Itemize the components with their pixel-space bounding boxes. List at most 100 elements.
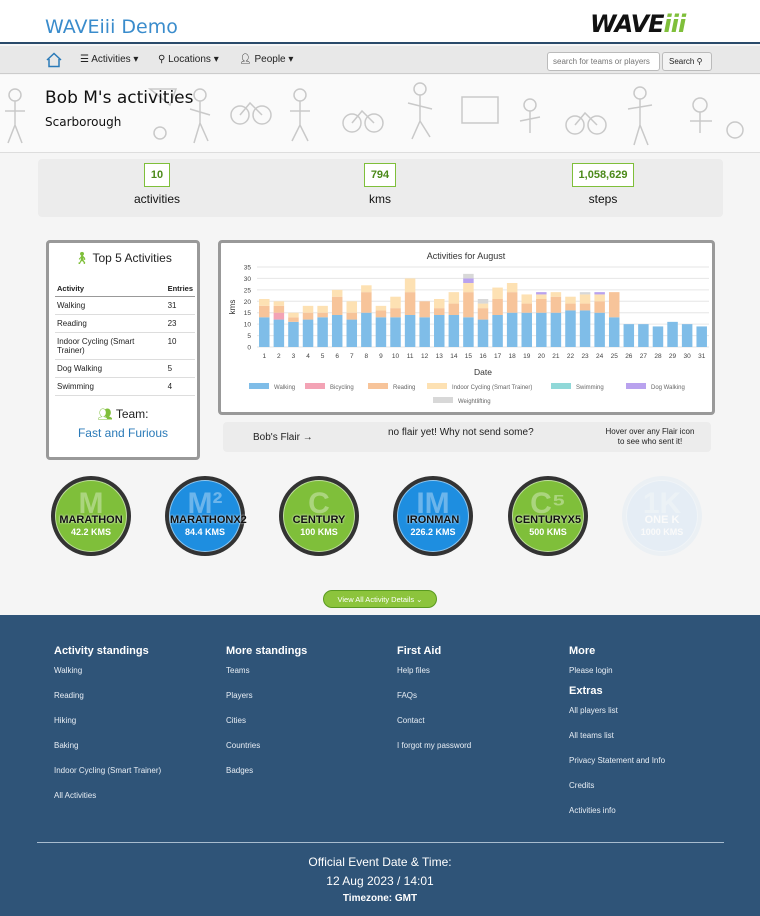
col-entries: Entries: [165, 281, 195, 297]
legend-label: Bicycling: [330, 385, 354, 391]
bar-segment: [521, 294, 532, 304]
footer-link[interactable]: Badges: [226, 766, 254, 775]
x-tick-label: 12: [421, 353, 429, 360]
badge-centuryx5[interactable]: C⁵ CENTURYX5 500 KMS: [508, 476, 588, 556]
bar-segment: [638, 324, 649, 347]
bar-segment: [302, 319, 314, 347]
search-input[interactable]: [547, 52, 660, 71]
bar-segment: [536, 312, 547, 347]
home-icon[interactable]: [46, 52, 62, 68]
activity-cell: Dog Walking: [55, 359, 166, 378]
y-tick-label: 25: [244, 287, 252, 294]
badge-distance: 1000 KMS: [640, 527, 684, 537]
bar-segment: [681, 324, 693, 347]
footer-link[interactable]: Players: [226, 691, 253, 700]
footer-link[interactable]: Teams: [226, 666, 250, 675]
list-icon: ☰: [80, 54, 92, 65]
footer-link[interactable]: Baking: [54, 741, 79, 750]
footer-heading: More: [569, 645, 596, 657]
badge-face: M MARATHON 42.2 KMS: [55, 480, 127, 552]
badge-letter: C⁵: [530, 487, 566, 520]
badge-face: C CENTURY 100 KMS: [283, 480, 355, 552]
badge-distance: 84.4 KMS: [184, 527, 226, 537]
team-name-link[interactable]: Fast and Furious: [77, 426, 169, 440]
bar-segment: [434, 299, 445, 309]
x-tick-label: 27: [640, 353, 648, 360]
x-tick-label: 16: [479, 353, 487, 360]
badge-distance: 100 KMS: [300, 527, 338, 537]
footer-link[interactable]: Reading: [54, 691, 84, 700]
bar-segment: [550, 292, 562, 297]
activity-cell: Indoor Cycling (Smart Trainer): [55, 332, 166, 360]
badge-marathon[interactable]: M MARATHON 42.2 KMS: [51, 476, 131, 556]
footer-link[interactable]: Help files: [397, 666, 430, 675]
x-tick-label: 18: [509, 353, 517, 360]
x-tick-label: 21: [552, 353, 560, 360]
badge-distance: 42.2 KMS: [70, 527, 112, 537]
footer-link[interactable]: Hiking: [54, 716, 77, 725]
bar-segment: [608, 317, 620, 347]
footer-heading: More standings: [226, 645, 308, 657]
x-tick-label: 26: [625, 353, 633, 360]
bar-segment: [302, 305, 314, 313]
footer-link[interactable]: Walking: [54, 666, 83, 675]
site-brand[interactable]: WAVEiii Demo: [45, 16, 178, 38]
nav-people[interactable]: 👤︎ People ▾: [239, 54, 294, 65]
top-bar: WAVEiii Demo WAVEiii: [0, 0, 760, 44]
bar-segment: [608, 292, 620, 318]
nav-activities[interactable]: ☰ Activities ▾: [80, 54, 139, 65]
bar-segment: [419, 301, 430, 318]
search-button[interactable]: Search ⚲: [662, 52, 712, 71]
footer-link[interactable]: Privacy Statement and Info: [569, 756, 666, 765]
login-link[interactable]: Please login: [569, 666, 613, 675]
table-row: Indoor Cycling (Smart Trainer) 10: [55, 332, 195, 360]
nav-locations[interactable]: ⚲ Locations ▾: [158, 54, 219, 65]
bar-segment: [579, 294, 591, 304]
footer-link[interactable]: Cities: [226, 716, 247, 725]
badge-ironman[interactable]: IM IRONMAN 226.2 KMS: [393, 476, 473, 556]
chevron-down-icon: ⌄: [416, 595, 423, 604]
stat-label: activities: [133, 192, 180, 206]
footer-link[interactable]: All players list: [569, 706, 618, 715]
footer-link[interactable]: All Activities: [54, 791, 97, 800]
x-tick-label: 25: [611, 353, 619, 360]
footer-link[interactable]: Credits: [569, 781, 595, 790]
event-info: Official Event Date & Time: 12 Aug 2023 …: [0, 855, 760, 904]
badge-century[interactable]: C CENTURY 100 KMS: [279, 476, 359, 556]
x-tick-label: 19: [523, 353, 531, 360]
bar-segment: [259, 299, 270, 306]
footer-heading: First Aid: [397, 645, 442, 657]
chart-title: Activities for August: [427, 251, 506, 261]
badge-name: IRONMAN: [406, 514, 460, 526]
x-tick-label: 7: [350, 353, 354, 360]
footer-link[interactable]: Indoor Cycling (Smart Trainer): [54, 766, 162, 775]
bar-segment: [434, 308, 445, 315]
bar-segment: [404, 292, 416, 315]
bar-segment: [448, 292, 460, 304]
event-title: Official Event Date & Time:: [308, 855, 452, 869]
badge-distance: 226.2 KMS: [410, 527, 456, 537]
footer-link[interactable]: FAQs: [397, 691, 418, 700]
x-tick-label: 30: [684, 353, 692, 360]
view-all-details-button[interactable]: View All Activity Details ⌄: [323, 590, 437, 608]
bar-segment: [259, 317, 270, 347]
badge-letter: IM: [416, 487, 450, 520]
wave-logo[interactable]: WAVEiii: [590, 10, 686, 38]
footer-link[interactable]: Contact: [397, 716, 425, 725]
badge-marathonx2[interactable]: M² MARATHONX2 84.4 KMS: [165, 476, 247, 556]
footer-link[interactable]: Activities info: [569, 806, 616, 815]
footer-link[interactable]: I forgot my password: [397, 741, 472, 750]
badge-one-k[interactable]: 1K ONE K 1000 KMS: [622, 476, 702, 556]
y-tick-label: 20: [244, 299, 252, 306]
bar-segment: [404, 278, 416, 293]
x-tick-label: 4: [306, 353, 310, 360]
entries-cell: 10: [165, 332, 195, 360]
legend-label: Dog Walking: [651, 385, 685, 391]
table-row: Walking 31: [55, 296, 195, 315]
footer-link[interactable]: Countries: [226, 741, 261, 750]
bar-segment: [273, 319, 285, 347]
footer-link[interactable]: All teams list: [569, 731, 614, 740]
badge-face: M² MARATHONX2 84.4 KMS: [169, 480, 247, 552]
badge-letter: M²: [187, 487, 223, 520]
